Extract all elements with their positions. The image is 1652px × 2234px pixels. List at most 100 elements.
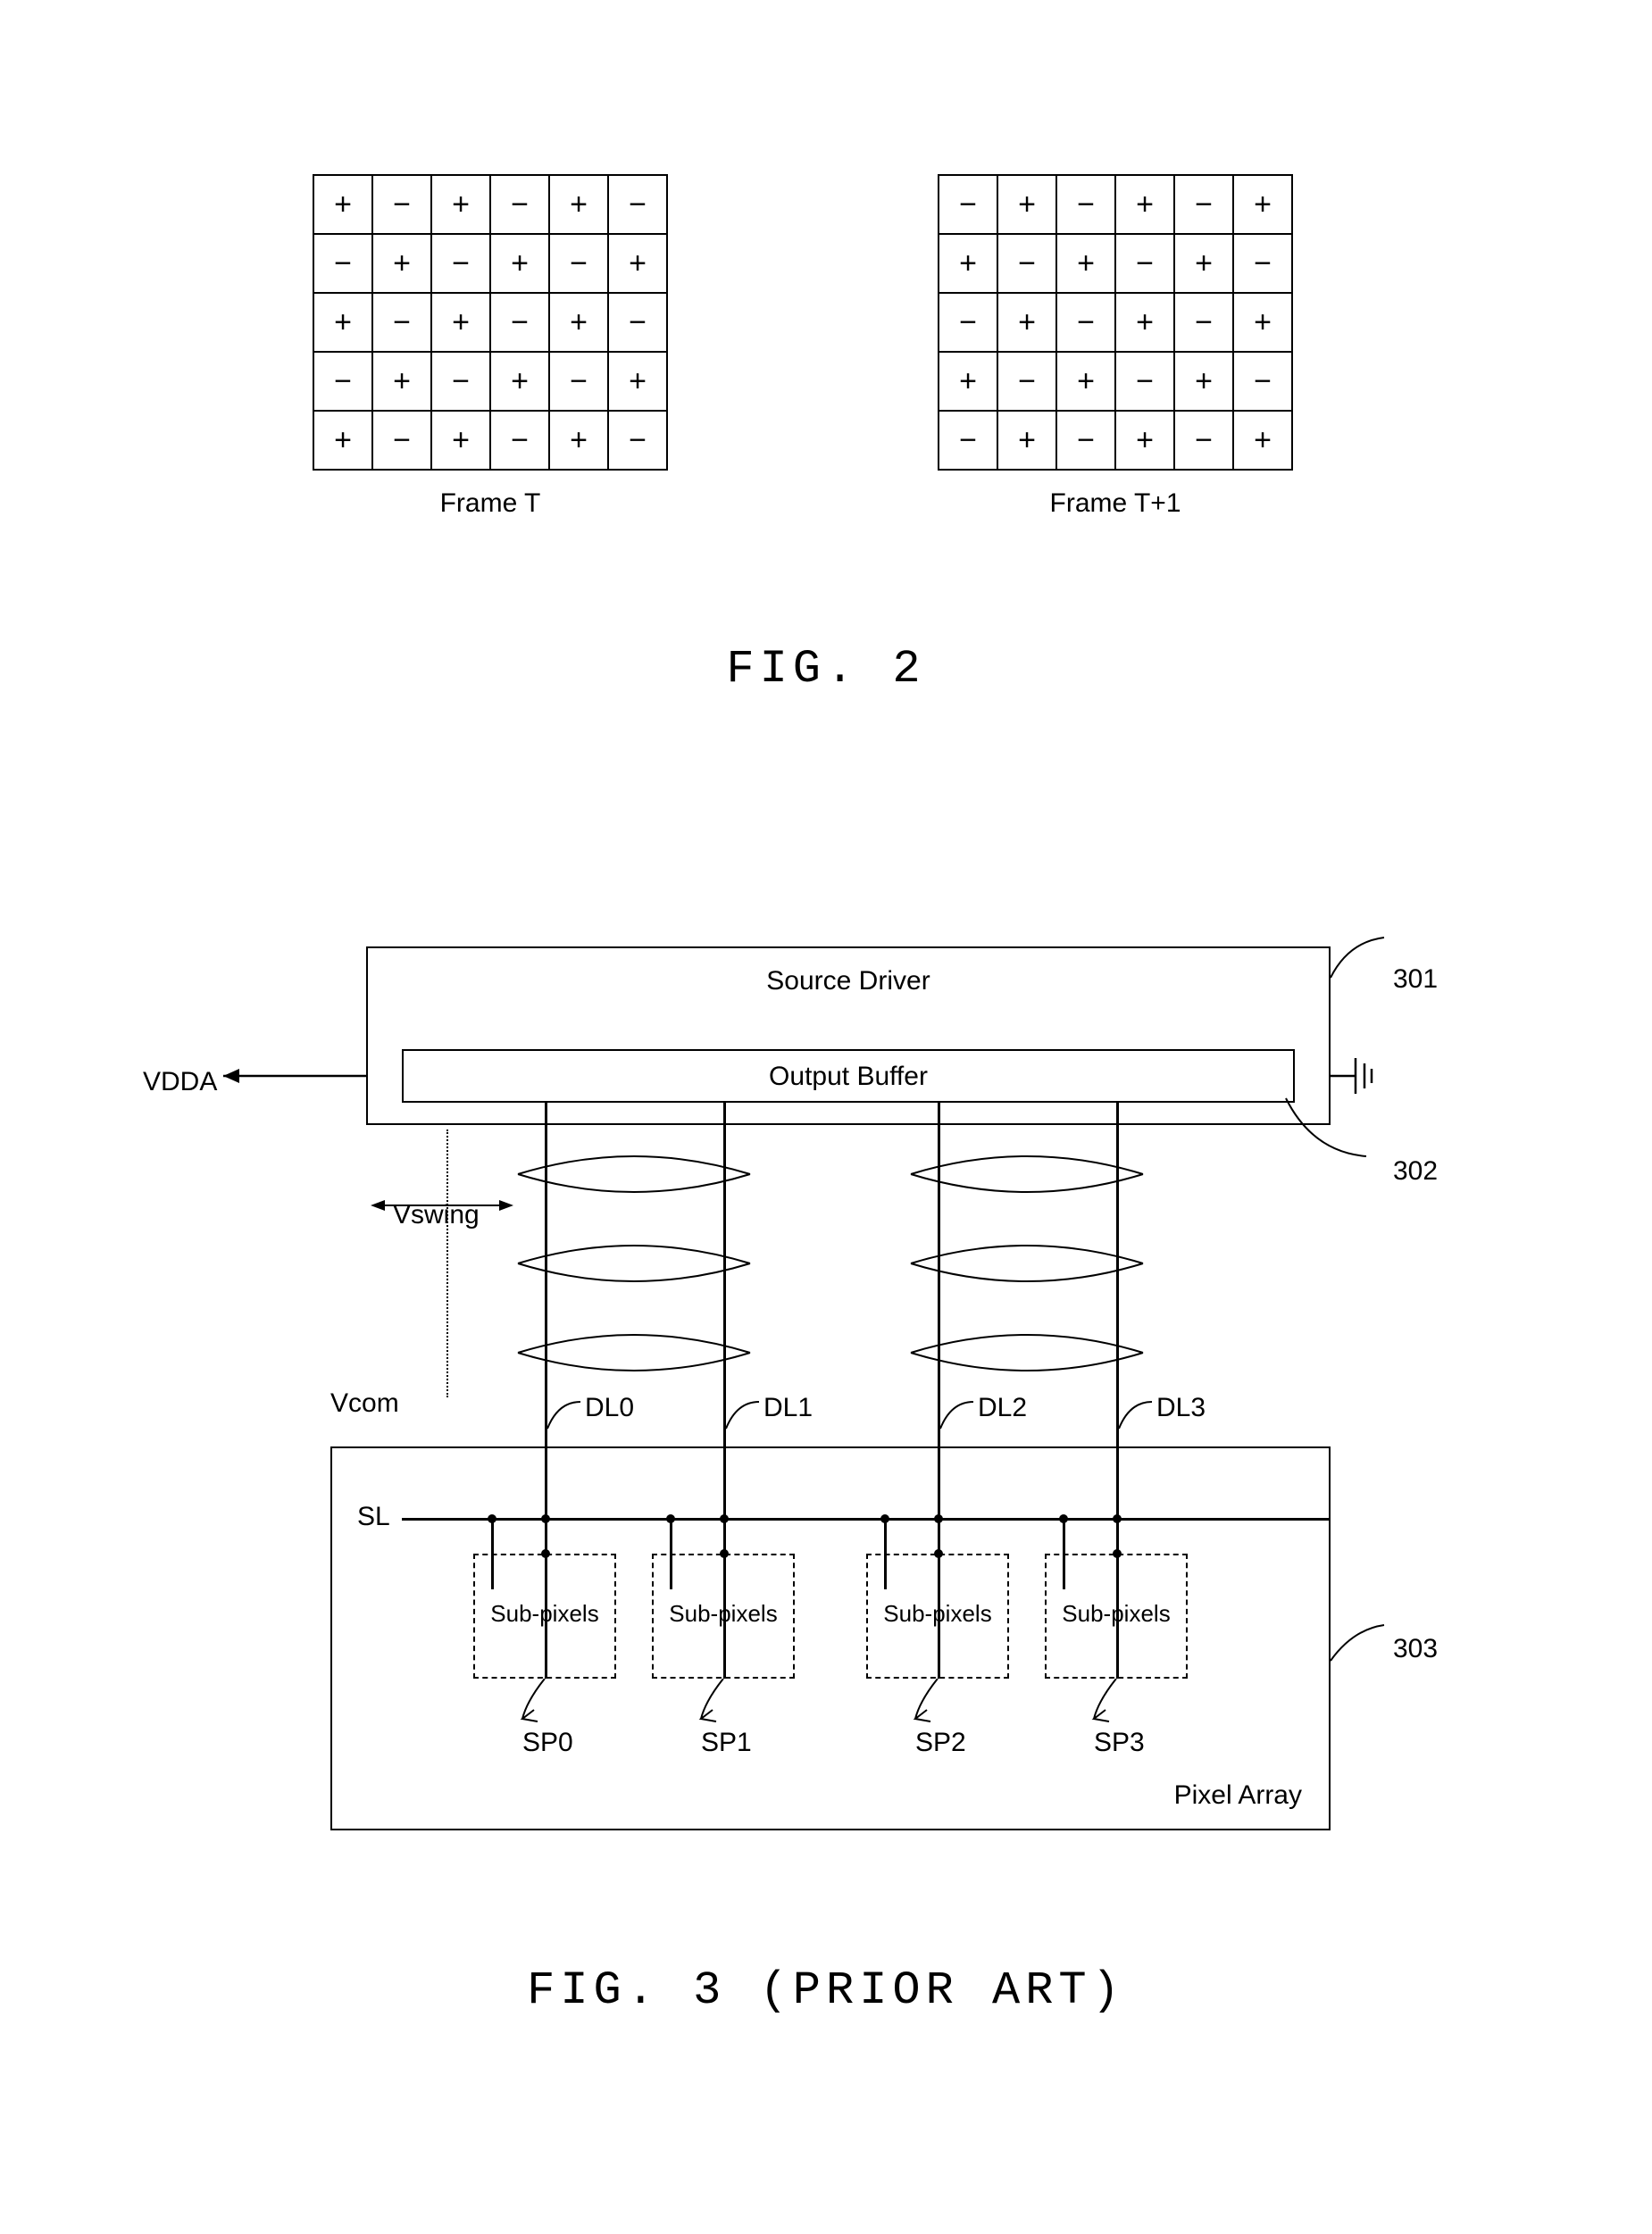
polarity-cell: − — [1174, 293, 1233, 352]
polarity-cell: + — [1233, 175, 1292, 234]
polarity-cell: − — [549, 234, 608, 293]
polarity-cell: + — [1233, 293, 1292, 352]
polarity-cell: − — [372, 293, 431, 352]
polarity-cell: − — [939, 175, 997, 234]
junction-dot — [1113, 1549, 1122, 1558]
dl-leader — [938, 1397, 982, 1433]
junction-dot — [541, 1549, 550, 1558]
polarity-cell: − — [490, 175, 549, 234]
polarity-cell: − — [549, 352, 608, 411]
polarity-cell: + — [549, 175, 608, 234]
junction-dot — [720, 1514, 729, 1523]
sp-label: SP0 — [522, 1728, 573, 1758]
ref-303-label: 303 — [1393, 1634, 1438, 1664]
polarity-cell: + — [608, 234, 667, 293]
polarity-cell: − — [997, 234, 1056, 293]
polarity-cell: − — [1233, 352, 1292, 411]
dl-label: DL3 — [1156, 1393, 1206, 1423]
fig2-label: FIG. 2 — [0, 643, 1652, 696]
junction-dot — [934, 1549, 943, 1558]
dl-label: DL0 — [585, 1393, 634, 1423]
subpixel-label: Sub-pixels — [1047, 1600, 1186, 1628]
junction-dot — [934, 1514, 943, 1523]
polarity-cell: + — [1233, 411, 1292, 470]
subpixel-box: Sub-pixels — [473, 1554, 616, 1679]
polarity-cell: − — [608, 175, 667, 234]
sp-label: SP1 — [701, 1728, 752, 1758]
polarity-cell: − — [939, 411, 997, 470]
page: +−+−+−−+−+−++−+−+−−+−+−++−+−+−Frame T −+… — [0, 0, 1652, 2234]
polarity-cell: − — [372, 175, 431, 234]
junction-dot — [1113, 1514, 1122, 1523]
polarity-cell: + — [608, 352, 667, 411]
fig3-label: FIG. 3 (PRIOR ART) — [0, 1964, 1652, 2017]
polarity-cell: − — [608, 411, 667, 470]
polarity-cell: − — [1233, 234, 1292, 293]
subpixel-box: Sub-pixels — [652, 1554, 795, 1679]
junction-dot — [1059, 1514, 1068, 1523]
polarity-cell: − — [1115, 234, 1174, 293]
polarity-cell: − — [1174, 175, 1233, 234]
sl-stub — [1063, 1518, 1065, 1589]
frame-t1-grid: −+−+−++−+−+−−+−+−++−+−+−−+−+−+Frame T+1 — [938, 174, 1293, 519]
sl-label: SL — [357, 1502, 390, 1532]
ref-302-leader — [1286, 1098, 1393, 1170]
dl-leader — [723, 1397, 768, 1433]
subpixel-label: Sub-pixels — [654, 1600, 793, 1628]
polarity-cell: + — [1115, 411, 1174, 470]
polarity-cell: − — [490, 411, 549, 470]
polarity-cell: + — [490, 234, 549, 293]
subpixel-label: Sub-pixels — [475, 1600, 614, 1628]
dl-label: DL1 — [763, 1393, 813, 1423]
frame-t-grid: +−+−+−−+−+−++−+−+−−+−+−++−+−+−Frame T — [313, 174, 668, 519]
polarity-cell: − — [490, 293, 549, 352]
polarity-cell: + — [1115, 175, 1174, 234]
vdda-label: VDDA — [143, 1067, 217, 1097]
output-buffer-label: Output Buffer — [404, 1062, 1293, 1092]
ref-302-label: 302 — [1393, 1156, 1438, 1187]
output-buffer-box: Output Buffer — [402, 1049, 1295, 1103]
subpixel-label: Sub-pixels — [868, 1600, 1007, 1628]
sp-label: SP2 — [915, 1728, 966, 1758]
sp-leader — [1089, 1679, 1143, 1723]
polarity-cell: + — [313, 175, 372, 234]
dl-leader — [545, 1397, 589, 1433]
polarity-cell: + — [313, 411, 372, 470]
junction-dot — [880, 1514, 889, 1523]
vcom-label: Vcom — [330, 1388, 399, 1419]
polarity-cell: + — [1056, 234, 1115, 293]
polarity-cell: + — [997, 411, 1056, 470]
polarity-cell: − — [431, 234, 490, 293]
polarity-cell: − — [431, 352, 490, 411]
junction-dot — [541, 1514, 550, 1523]
fig3-region: Source Driver Output Buffer VDDA 301 302… — [205, 946, 1473, 2018]
dl-leader — [1116, 1397, 1161, 1433]
polarity-cell: − — [313, 352, 372, 411]
sl-stub — [491, 1518, 494, 1589]
pixel-array-label: Pixel Array — [1174, 1780, 1302, 1811]
ground-icon — [1331, 1049, 1402, 1103]
polarity-cell: − — [372, 411, 431, 470]
polarity-cell: + — [549, 411, 608, 470]
polarity-cell: − — [939, 293, 997, 352]
polarity-cell: + — [490, 352, 549, 411]
polarity-cell: − — [313, 234, 372, 293]
junction-dot — [488, 1514, 496, 1523]
junction-dot — [666, 1514, 675, 1523]
polarity-cell: + — [549, 293, 608, 352]
vdda-arrow — [223, 1058, 402, 1094]
polarity-cell: − — [1056, 411, 1115, 470]
subpixel-box: Sub-pixels — [1045, 1554, 1188, 1679]
polarity-cell: + — [1174, 234, 1233, 293]
polarity-cell: − — [1174, 411, 1233, 470]
subpixel-box: Sub-pixels — [866, 1554, 1009, 1679]
polarity-cell: + — [372, 352, 431, 411]
junction-dot — [720, 1549, 729, 1558]
polarity-cell: − — [997, 352, 1056, 411]
polarity-cell: + — [1174, 352, 1233, 411]
polarity-cell: + — [1056, 352, 1115, 411]
vcom-line — [446, 1130, 448, 1397]
polarity-cell: + — [997, 175, 1056, 234]
grid-caption: Frame T+1 — [938, 488, 1293, 519]
sp-leader — [697, 1679, 750, 1723]
